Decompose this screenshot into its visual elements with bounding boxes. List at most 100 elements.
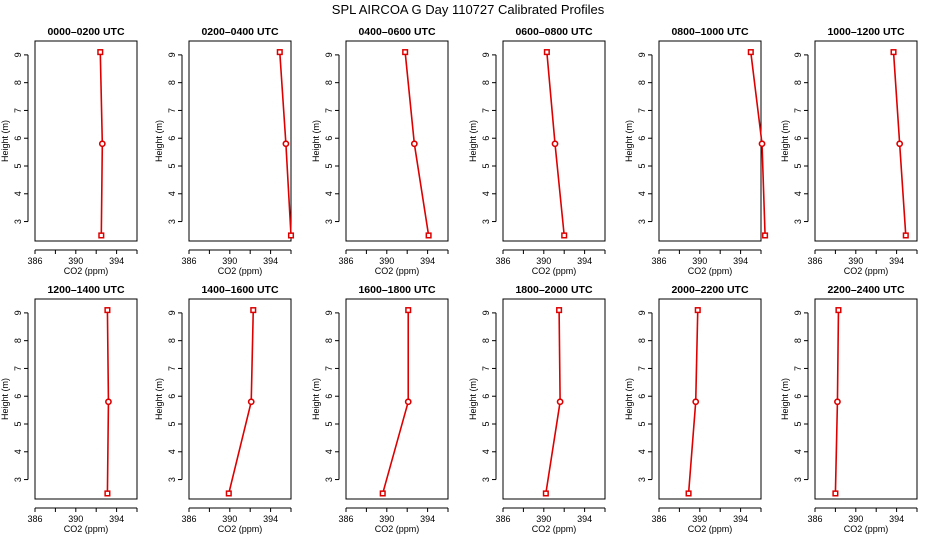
y-tick-label: 8 — [324, 80, 334, 85]
data-point — [405, 307, 412, 314]
y-tick-label: 5 — [167, 163, 177, 168]
y-tick-label: 4 — [637, 191, 647, 196]
y-tick-label: 3 — [13, 219, 23, 224]
y-tick-label: 7 — [324, 108, 334, 113]
y-tick-label: 7 — [793, 366, 803, 371]
y-tick-label: 6 — [637, 136, 647, 141]
data-point — [556, 398, 564, 406]
y-tick-label: 4 — [167, 449, 177, 454]
data-point — [762, 232, 769, 239]
x-axis-label: CO2 (ppm) — [375, 266, 420, 276]
y-tick-label: 9 — [637, 52, 647, 57]
data-point — [890, 49, 897, 56]
y-tick-label: 5 — [637, 421, 647, 426]
y-tick-label: 7 — [324, 366, 334, 371]
panel-title: 0600–0800 UTC — [515, 26, 592, 38]
data-point — [694, 307, 701, 314]
x-tick-label: 386 — [495, 256, 510, 266]
plot-frame — [188, 298, 292, 500]
y-tick-label: 4 — [481, 191, 491, 196]
y-axis-label: Height (m) — [0, 378, 10, 420]
x-tick-label: 386 — [27, 514, 42, 524]
y-tick-label: 6 — [637, 394, 647, 399]
x-tick-label: 394 — [263, 514, 278, 524]
data-point — [98, 232, 105, 239]
x-tick-label: 390 — [222, 514, 237, 524]
y-axis-label: Height (m) — [624, 120, 634, 162]
data-point — [834, 398, 841, 406]
data-point — [287, 232, 295, 239]
y-tick-label: 8 — [13, 80, 23, 85]
data-point — [282, 140, 290, 148]
y-tick-label: 4 — [481, 449, 491, 454]
y-axis-label: Height (m) — [311, 378, 321, 420]
y-tick-label: 3 — [481, 219, 491, 224]
x-tick-label: 394 — [733, 514, 748, 524]
data-point — [556, 307, 563, 314]
x-axis-label: CO2 (ppm) — [532, 266, 577, 276]
y-tick-label: 8 — [13, 338, 23, 343]
y-tick-label: 8 — [167, 338, 177, 343]
y-tick-label: 9 — [167, 52, 177, 57]
y-tick-label: 8 — [793, 338, 803, 343]
plot-frame — [188, 40, 292, 242]
y-tick-label: 6 — [481, 394, 491, 399]
y-tick-label: 8 — [481, 80, 491, 85]
data-point — [225, 490, 232, 497]
plot-frame — [658, 298, 762, 500]
y-tick-label: 6 — [324, 394, 334, 399]
panel-title: 1600–1800 UTC — [358, 284, 435, 296]
x-axis-label: CO2 (ppm) — [532, 524, 577, 534]
panel-title: 1400–1600 UTC — [201, 284, 278, 296]
data-point — [832, 490, 839, 497]
y-tick-label: 9 — [167, 310, 177, 315]
x-tick-label: 394 — [109, 256, 124, 266]
y-axis-label: Height (m) — [154, 378, 164, 420]
plot-frame — [814, 40, 918, 242]
y-tick-label: 5 — [637, 163, 647, 168]
panel-title: 0000–0200 UTC — [47, 26, 124, 38]
y-tick-label: 5 — [167, 421, 177, 426]
y-axis-label: Height (m) — [311, 120, 321, 162]
x-tick-label: 386 — [807, 256, 822, 266]
y-tick-label: 9 — [637, 310, 647, 315]
panel-title: 1200–1400 UTC — [47, 284, 124, 296]
data-point — [105, 398, 112, 406]
y-tick-label: 3 — [167, 477, 177, 482]
y-tick-label: 3 — [324, 219, 334, 224]
plot-frame — [502, 298, 606, 500]
y-tick-label: 7 — [13, 108, 23, 113]
plot-frame — [502, 40, 606, 242]
y-tick-label: 4 — [167, 191, 177, 196]
y-tick-label: 6 — [13, 136, 23, 141]
panel-title: 0200–0400 UTC — [201, 26, 278, 38]
data-point — [250, 307, 257, 314]
x-tick-label: 390 — [68, 514, 83, 524]
y-tick-label: 5 — [13, 163, 23, 168]
y-tick-label: 8 — [324, 338, 334, 343]
x-tick-label: 386 — [807, 514, 822, 524]
y-tick-label: 9 — [13, 52, 23, 57]
data-point — [247, 398, 255, 406]
x-axis-label: CO2 (ppm) — [688, 524, 733, 534]
y-tick-label: 9 — [793, 310, 803, 315]
x-tick-label: 386 — [181, 514, 196, 524]
y-tick-label: 4 — [637, 449, 647, 454]
y-tick-label: 9 — [324, 52, 334, 57]
x-tick-label: 386 — [27, 256, 42, 266]
y-tick-label: 6 — [13, 394, 23, 399]
x-tick-label: 386 — [495, 514, 510, 524]
data-point — [104, 307, 111, 314]
y-tick-label: 3 — [637, 477, 647, 482]
y-tick-label: 3 — [637, 219, 647, 224]
plot-frame — [345, 298, 449, 500]
panel-title: 2000–2200 UTC — [671, 284, 748, 296]
y-tick-label: 5 — [13, 421, 23, 426]
